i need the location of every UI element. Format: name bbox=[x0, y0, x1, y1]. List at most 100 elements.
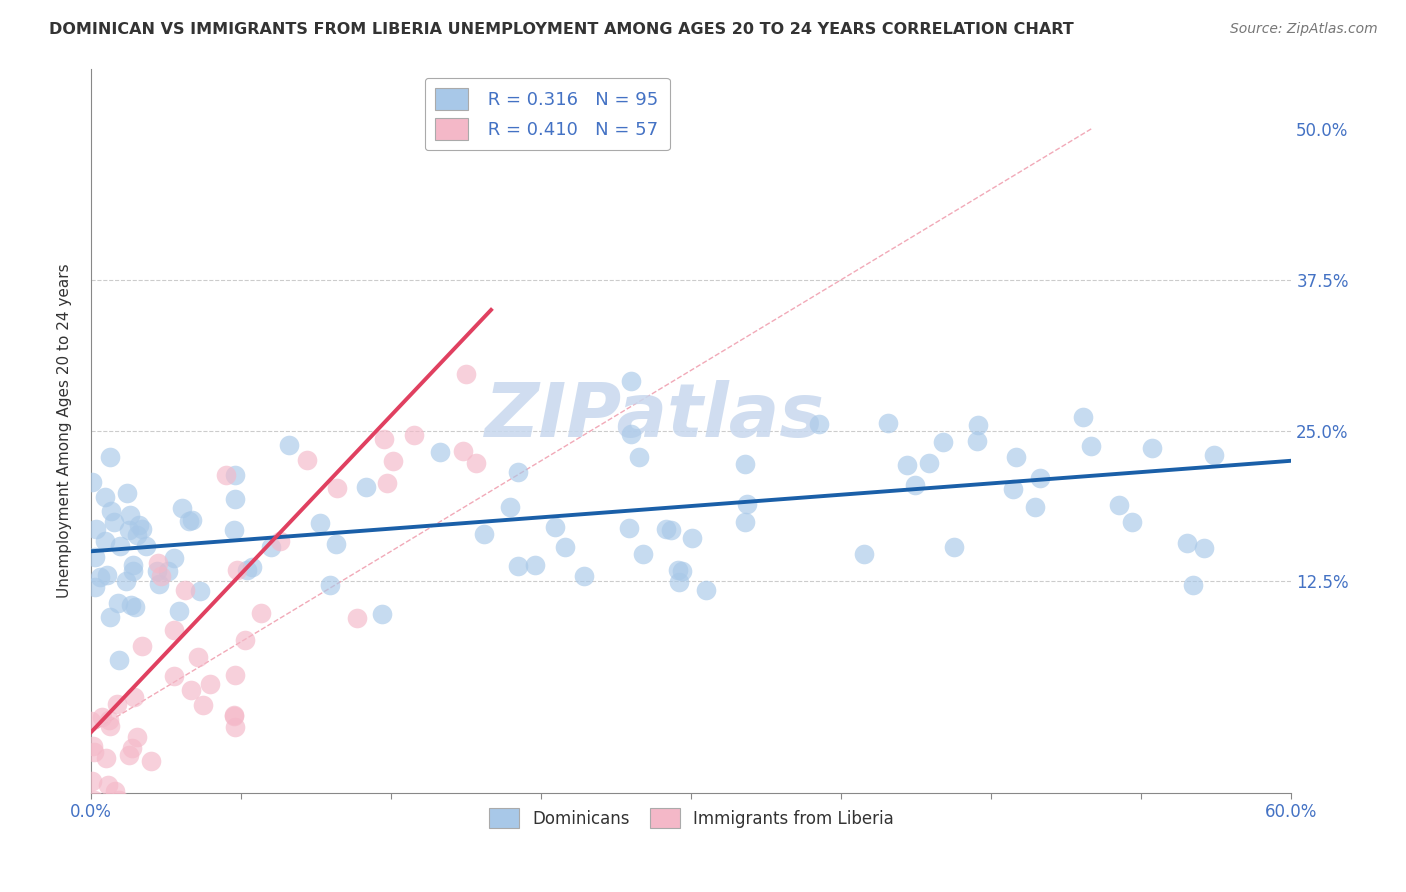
Point bbox=[918, 456, 941, 470]
Point bbox=[695, 583, 717, 598]
Point bbox=[224, 668, 246, 682]
Point bbox=[233, 632, 256, 647]
Point bbox=[173, 582, 195, 597]
Point bbox=[808, 417, 831, 431]
Point bbox=[97, 713, 120, 727]
Point bbox=[105, 697, 128, 711]
Point bbox=[1001, 482, 1024, 496]
Point bbox=[224, 720, 246, 734]
Point bbox=[277, 438, 299, 452]
Point bbox=[735, 497, 758, 511]
Point bbox=[180, 683, 202, 698]
Point bbox=[131, 640, 153, 654]
Point bbox=[96, 751, 118, 765]
Point bbox=[734, 515, 756, 529]
Point bbox=[108, 539, 131, 553]
Point bbox=[146, 557, 169, 571]
Point bbox=[222, 524, 245, 538]
Point bbox=[131, 522, 153, 536]
Point bbox=[356, 480, 378, 494]
Point bbox=[128, 517, 150, 532]
Point bbox=[163, 551, 186, 566]
Point bbox=[631, 547, 654, 561]
Point bbox=[326, 482, 349, 496]
Point bbox=[118, 508, 141, 522]
Text: Source: ZipAtlas.com: Source: ZipAtlas.com bbox=[1230, 22, 1378, 37]
Point bbox=[523, 558, 546, 573]
Point bbox=[325, 537, 347, 551]
Point bbox=[942, 540, 965, 554]
Point bbox=[135, 835, 157, 849]
Point bbox=[108, 653, 131, 667]
Point bbox=[617, 521, 640, 535]
Point bbox=[80, 714, 103, 728]
Point bbox=[84, 549, 107, 564]
Point bbox=[1204, 448, 1226, 462]
Point bbox=[309, 516, 332, 530]
Point bbox=[94, 822, 117, 837]
Point bbox=[429, 445, 451, 459]
Point bbox=[117, 748, 139, 763]
Point bbox=[377, 476, 399, 491]
Point bbox=[170, 501, 193, 516]
Point bbox=[167, 604, 190, 618]
Point bbox=[240, 560, 263, 574]
Y-axis label: Unemployment Among Ages 20 to 24 years: Unemployment Among Ages 20 to 24 years bbox=[58, 263, 72, 598]
Point bbox=[620, 426, 643, 441]
Point bbox=[402, 428, 425, 442]
Point bbox=[236, 563, 259, 577]
Point bbox=[114, 574, 136, 588]
Point bbox=[89, 570, 111, 584]
Point bbox=[188, 583, 211, 598]
Point bbox=[382, 454, 405, 468]
Point bbox=[544, 520, 567, 534]
Point bbox=[1108, 498, 1130, 512]
Point bbox=[554, 540, 576, 554]
Point bbox=[465, 456, 488, 470]
Point bbox=[1121, 515, 1143, 529]
Point bbox=[84, 522, 107, 536]
Point bbox=[146, 565, 169, 579]
Point bbox=[371, 607, 394, 621]
Point bbox=[1024, 500, 1046, 514]
Point bbox=[498, 500, 520, 514]
Point bbox=[224, 708, 246, 723]
Point bbox=[627, 450, 650, 464]
Point bbox=[124, 599, 146, 614]
Point bbox=[139, 814, 162, 828]
Point bbox=[125, 730, 148, 744]
Point bbox=[177, 514, 200, 528]
Point bbox=[118, 523, 141, 537]
Point bbox=[98, 610, 121, 624]
Point bbox=[1192, 541, 1215, 555]
Point bbox=[852, 547, 875, 561]
Point bbox=[1029, 471, 1052, 485]
Point bbox=[250, 607, 273, 621]
Point bbox=[877, 416, 900, 430]
Point bbox=[157, 564, 180, 578]
Point bbox=[157, 822, 180, 836]
Point bbox=[104, 783, 127, 797]
Point bbox=[659, 524, 682, 538]
Point bbox=[98, 450, 121, 465]
Point bbox=[82, 773, 104, 788]
Point bbox=[82, 890, 104, 892]
Text: ZIPatlas: ZIPatlas bbox=[485, 380, 825, 452]
Point bbox=[508, 558, 530, 573]
Point bbox=[671, 564, 693, 578]
Point bbox=[226, 563, 249, 577]
Point bbox=[734, 458, 756, 472]
Point bbox=[1071, 410, 1094, 425]
Point bbox=[97, 779, 120, 793]
Point bbox=[346, 610, 368, 624]
Point bbox=[896, 458, 918, 473]
Point bbox=[139, 754, 162, 768]
Point bbox=[120, 599, 142, 613]
Point bbox=[121, 564, 143, 578]
Point bbox=[83, 793, 105, 807]
Point bbox=[966, 417, 988, 432]
Point bbox=[1140, 441, 1163, 455]
Point bbox=[932, 435, 955, 450]
Point bbox=[91, 863, 114, 877]
Point bbox=[508, 466, 530, 480]
